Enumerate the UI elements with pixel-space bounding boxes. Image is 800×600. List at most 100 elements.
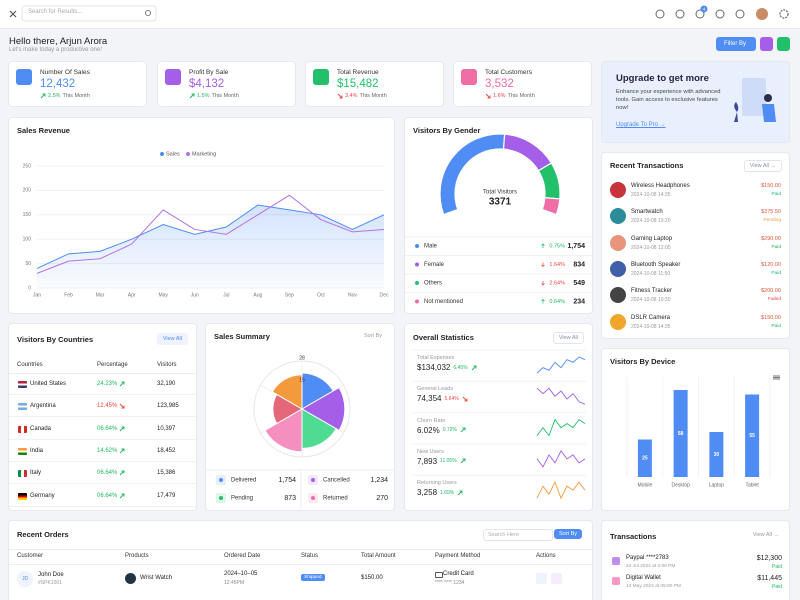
stat-value: $15,482 xyxy=(337,78,379,90)
divider xyxy=(9,373,196,374)
close-icon xyxy=(9,10,17,18)
item-date: 24 Jul 2024 at 2:00 PM xyxy=(626,564,676,569)
x-tick-label: Sep xyxy=(285,292,294,298)
flag xyxy=(18,381,27,388)
summary-icon-dot xyxy=(311,478,315,482)
stat-value: 7,893 xyxy=(417,456,438,466)
line xyxy=(36,194,385,274)
stat-change-row: 1.5% This Month xyxy=(189,93,239,99)
polar-slice xyxy=(301,386,346,432)
column-header: Products xyxy=(125,553,149,559)
donut-segment xyxy=(502,133,553,172)
visitors: 123,985 xyxy=(157,403,179,410)
trend-arrow xyxy=(541,281,545,286)
legend-label: Marketing xyxy=(192,151,216,157)
percentage: 14.62% xyxy=(97,447,118,454)
percentage: 12.45% xyxy=(97,403,118,410)
stat-icon xyxy=(16,69,32,85)
sparkline xyxy=(536,387,586,405)
divider xyxy=(9,505,196,507)
trend-arrow xyxy=(485,93,491,99)
summary-label: Returned xyxy=(323,496,348,502)
trend-arrow xyxy=(120,470,125,476)
person-body xyxy=(762,104,776,122)
x-tick-label: Dec xyxy=(380,292,389,298)
item-date: 2024-10-08 10:30 xyxy=(631,297,671,304)
greeting-title: Hello there, Arjun Arora xyxy=(9,36,108,47)
legend-dot xyxy=(415,299,419,304)
search-placeholder[interactable]: Search for Results... xyxy=(28,9,83,15)
stat-period: This Month xyxy=(211,93,239,99)
toolbar-icon xyxy=(675,9,685,19)
country-name: Italy xyxy=(30,470,42,477)
y-tick-label: 0 xyxy=(28,285,31,291)
stat-value: $134,032 xyxy=(417,363,451,372)
item-name: Wireless Headphones xyxy=(631,183,690,189)
upgrade-card: Upgrade to get more Enhance your experien… xyxy=(601,61,790,143)
card-title: Recent Transactions xyxy=(610,161,684,170)
item-date: 2024-10-08 13:20 xyxy=(631,218,671,225)
item-avatar xyxy=(610,208,626,225)
illustration xyxy=(734,78,776,122)
toolbar-icon xyxy=(655,9,665,19)
stat-card: Total Revenue $15,482 3.4% This Month xyxy=(305,61,444,107)
visitors-countries-card: Visitors By Countries View All Countries Pe… xyxy=(8,323,197,511)
stat-period: This Month xyxy=(62,93,90,99)
visitors-gender-card: Visitors By Gender Male 0.75% 1,754 Female 1.… xyxy=(404,117,593,314)
stat-change-row: 3.4% This Month xyxy=(337,93,387,99)
view-all-button[interactable]: View All → xyxy=(743,160,782,172)
item-avatar xyxy=(610,182,626,198)
sort-button[interactable]: Sort By xyxy=(363,333,382,339)
card-icon xyxy=(435,572,443,578)
divider xyxy=(9,416,196,418)
visitors: 15,386 xyxy=(157,470,176,477)
stat-row: $134,032 6.45% xyxy=(417,363,477,372)
item-icon xyxy=(612,557,620,565)
x-tick-label: Mar xyxy=(96,292,105,298)
divider xyxy=(9,564,592,565)
view-all-button[interactable]: View All → xyxy=(752,532,779,538)
view-all-button[interactable]: View All xyxy=(156,333,188,345)
stat-change: 1.69% xyxy=(440,489,455,496)
percentage-row: 14.62% xyxy=(97,448,125,454)
item-avatar xyxy=(610,260,626,277)
stat-label: Total Revenue xyxy=(337,69,379,76)
visitors: 10,397 xyxy=(157,425,176,432)
flag xyxy=(18,425,27,433)
column-header: Customer xyxy=(17,553,44,559)
percentage: 06.64% xyxy=(97,425,118,432)
column-header: Ordered Date xyxy=(224,553,261,559)
view-all-button[interactable]: View All xyxy=(552,332,584,344)
view-action[interactable] xyxy=(536,573,547,584)
stat-value: 74,354 xyxy=(417,394,442,404)
item-amount: $120.00 xyxy=(761,261,781,268)
stat-label: Total Customers xyxy=(485,69,532,76)
bar xyxy=(709,432,724,477)
flag xyxy=(18,492,27,500)
y-tick-label: 100 xyxy=(23,237,32,243)
bar-label: 55 xyxy=(749,433,755,439)
edit-action[interactable] xyxy=(551,573,562,584)
bar xyxy=(745,394,760,477)
download-button[interactable] xyxy=(760,37,773,51)
arrow-icon xyxy=(120,493,125,498)
stat-period: This Month xyxy=(359,93,387,99)
stat-change: 2.5% xyxy=(48,93,61,99)
arrow-icon xyxy=(120,470,125,476)
edit-button[interactable] xyxy=(777,37,790,51)
upgrade-link[interactable]: Upgrade To Pro → xyxy=(616,122,666,128)
item-date: 2024-10-08 14:35 xyxy=(631,192,671,198)
summary-label: Delivered xyxy=(231,478,256,484)
legend-label: Male xyxy=(424,244,438,250)
column-header: Countries xyxy=(17,362,43,368)
legend-dot xyxy=(415,281,419,285)
stat-value: 6.02% xyxy=(417,425,440,435)
filter-button[interactable]: Filter By xyxy=(716,37,756,51)
search-icon xyxy=(145,10,151,16)
sort-button[interactable]: Sort By xyxy=(554,529,583,539)
x-tick-label: Jun xyxy=(191,292,199,298)
settings-icon xyxy=(779,9,789,19)
r-tick-label: 28 xyxy=(299,355,305,361)
search-input[interactable]: Search Here xyxy=(483,529,553,541)
arrow-icon xyxy=(120,448,125,454)
